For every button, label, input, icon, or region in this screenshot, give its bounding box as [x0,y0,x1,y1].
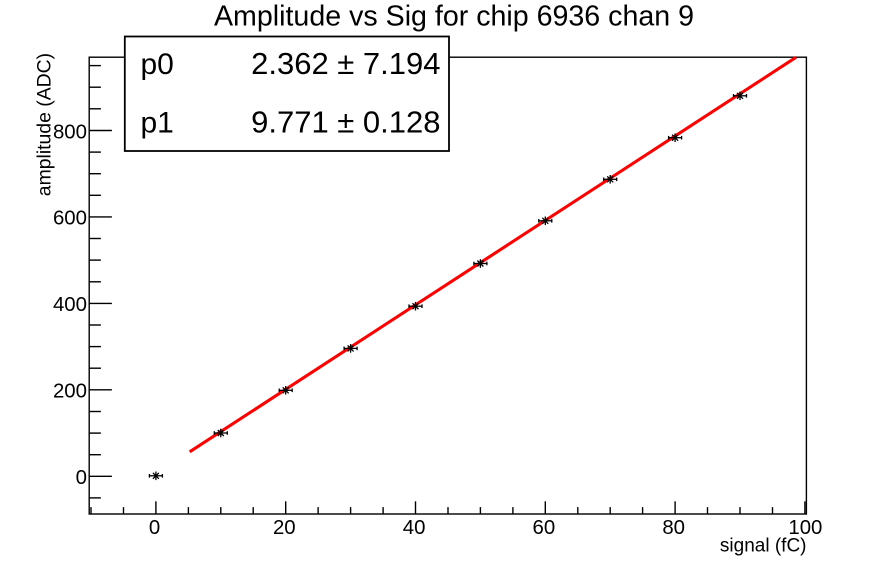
svg-text:400: 400 [53,294,87,316]
svg-text:amplitude (ADC): amplitude (ADC) [34,53,56,196]
svg-text:20: 20 [273,517,296,539]
svg-text:p0: p0 [141,48,174,81]
svg-text:600: 600 [53,208,87,230]
svg-text:0: 0 [76,467,87,489]
svg-text:800: 800 [53,121,87,143]
svg-text:signal (fC): signal (fC) [720,536,807,557]
svg-text:80: 80 [662,517,685,539]
svg-text:100: 100 [788,517,822,539]
svg-text:2.362 ± 7.194: 2.362 ± 7.194 [251,46,440,81]
svg-text:p1: p1 [141,107,174,140]
svg-text:Amplitude vs Sig for chip 6936: Amplitude vs Sig for chip 6936 chan 9 [214,1,694,33]
svg-text:40: 40 [403,517,426,539]
svg-text:9.771 ± 0.128: 9.771 ± 0.128 [251,105,440,140]
svg-text:200: 200 [53,381,87,403]
svg-text:0: 0 [149,517,160,539]
svg-text:60: 60 [533,517,556,539]
